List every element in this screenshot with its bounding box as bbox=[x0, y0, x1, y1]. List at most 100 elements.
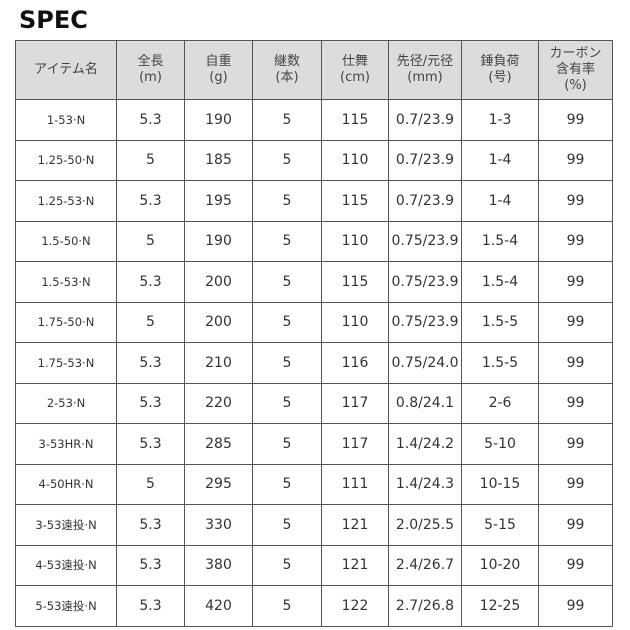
table-cell: 5 bbox=[252, 382, 322, 424]
table-row: 1.75-53·N 5.3 210 5 116 0.75/24.0 1.5-5 99 bbox=[15, 342, 613, 384]
table-cell: 190 bbox=[184, 220, 253, 262]
header-row: アイテム名 全長 (m) 自重 (g) 継数 (本) 仕舞 (cm) 先径/元径 (mm)… bbox=[15, 40, 613, 100]
table-cell: 110 bbox=[321, 301, 389, 343]
table-cell: 5 bbox=[252, 342, 322, 384]
table-cell: 1.5-5 bbox=[461, 342, 539, 384]
table-cell: 99 bbox=[538, 504, 613, 546]
table-cell: 115 bbox=[321, 99, 389, 141]
table-cell: 117 bbox=[321, 382, 389, 424]
table-cell: 2.0/25.5 bbox=[388, 504, 462, 546]
table-cell: 110 bbox=[321, 220, 389, 262]
spec-table: アイテム名 全長 (m) 自重 (g) 継数 (本) 仕舞 (cm) 先径/元径 (mm)… bbox=[15, 40, 613, 627]
table-row: 4-53遠投·N 5.3 380 5 121 2.4/26.7 10-20 99 bbox=[15, 544, 613, 586]
table-cell: 2-53·N bbox=[15, 382, 117, 424]
table-cell: 5.3 bbox=[116, 423, 185, 465]
table-cell: 12-25 bbox=[461, 585, 539, 627]
table-cell: 5.3 bbox=[116, 544, 185, 586]
table-cell: 295 bbox=[184, 463, 253, 505]
table-cell: 5 bbox=[116, 139, 185, 181]
table-cell: 99 bbox=[538, 342, 613, 384]
table-cell: 5 bbox=[252, 423, 322, 465]
column-header: 錘負荷 (号) bbox=[461, 40, 539, 100]
table-cell: 285 bbox=[184, 423, 253, 465]
table-cell: 111 bbox=[321, 463, 389, 505]
table-cell: 5-10 bbox=[461, 423, 539, 465]
table-cell: 4-53遠投·N bbox=[15, 544, 117, 586]
table-cell: 5 bbox=[252, 544, 322, 586]
table-cell: 2.4/26.7 bbox=[388, 544, 462, 586]
table-cell: 0.75/23.9 bbox=[388, 301, 462, 343]
table-cell: 200 bbox=[184, 261, 253, 303]
table-cell: 99 bbox=[538, 382, 613, 424]
table-cell: 121 bbox=[321, 504, 389, 546]
page-title: SPEC bbox=[19, 6, 88, 34]
table-cell: 10-15 bbox=[461, 463, 539, 505]
table-cell: 5.3 bbox=[116, 342, 185, 384]
table-row: 1.25-50·N 5 185 5 110 0.7/23.9 1-4 99 bbox=[15, 139, 613, 181]
table-cell: 1-4 bbox=[461, 139, 539, 181]
table-cell: 5 bbox=[252, 301, 322, 343]
table-cell: 1.25-53·N bbox=[15, 180, 117, 222]
table-row: 1-53·N 5.3 190 5 115 0.7/23.9 1-3 99 bbox=[15, 99, 613, 141]
table-cell: 99 bbox=[538, 261, 613, 303]
table-cell: 99 bbox=[538, 544, 613, 586]
table-cell: 210 bbox=[184, 342, 253, 384]
table-cell: 220 bbox=[184, 382, 253, 424]
column-header: 全長 (m) bbox=[116, 40, 185, 100]
table-cell: 0.75/23.9 bbox=[388, 220, 462, 262]
table-cell: 0.8/24.1 bbox=[388, 382, 462, 424]
table-cell: 1.75-53·N bbox=[15, 342, 117, 384]
table-cell: 1-4 bbox=[461, 180, 539, 222]
table-cell: 5.3 bbox=[116, 504, 185, 546]
table-cell: 5 bbox=[116, 301, 185, 343]
table-row: 1.5-50·N 5 190 5 110 0.75/23.9 1.5-4 99 bbox=[15, 220, 613, 262]
table-cell: 5 bbox=[116, 463, 185, 505]
table-cell: 420 bbox=[184, 585, 253, 627]
table-cell: 5.3 bbox=[116, 261, 185, 303]
table-cell: 1.25-50·N bbox=[15, 139, 117, 181]
table-cell: 380 bbox=[184, 544, 253, 586]
table-cell: 99 bbox=[538, 301, 613, 343]
table-cell: 0.7/23.9 bbox=[388, 139, 462, 181]
table-row: 4-50HR·N 5 295 5 111 1.4/24.3 10-15 99 bbox=[15, 463, 613, 505]
table-cell: 0.75/24.0 bbox=[388, 342, 462, 384]
table-cell: 1-53·N bbox=[15, 99, 117, 141]
table-cell: 99 bbox=[538, 463, 613, 505]
table-cell: 0.7/23.9 bbox=[388, 180, 462, 222]
table-cell: 110 bbox=[321, 139, 389, 181]
table-cell: 5-15 bbox=[461, 504, 539, 546]
table-cell: 5 bbox=[252, 261, 322, 303]
table-row: 1.5-53·N 5.3 200 5 115 0.75/23.9 1.5-4 99 bbox=[15, 261, 613, 303]
table-cell: 5.3 bbox=[116, 585, 185, 627]
table-cell: 185 bbox=[184, 139, 253, 181]
table-row: 1.75-50·N 5 200 5 110 0.75/23.9 1.5-5 99 bbox=[15, 301, 613, 343]
table-cell: 5 bbox=[252, 180, 322, 222]
table-cell: 1.5-5 bbox=[461, 301, 539, 343]
table-cell: 1-3 bbox=[461, 99, 539, 141]
table-cell: 115 bbox=[321, 261, 389, 303]
column-header: 継数 (本) bbox=[252, 40, 322, 100]
table-cell: 10-20 bbox=[461, 544, 539, 586]
table-row: 2-53·N 5.3 220 5 117 0.8/24.1 2-6 99 bbox=[15, 382, 613, 424]
table-cell: 99 bbox=[538, 423, 613, 465]
table-cell: 99 bbox=[538, 139, 613, 181]
table-cell: 115 bbox=[321, 180, 389, 222]
table-cell: 116 bbox=[321, 342, 389, 384]
table-row: 5-53遠投·N 5.3 420 5 122 2.7/26.8 12-25 99 bbox=[15, 585, 613, 627]
table-cell: 122 bbox=[321, 585, 389, 627]
column-header: 仕舞 (cm) bbox=[321, 40, 389, 100]
table-row: 3-53遠投·N 5.3 330 5 121 2.0/25.5 5-15 99 bbox=[15, 504, 613, 546]
table-cell: 3-53遠投·N bbox=[15, 504, 117, 546]
table-cell: 190 bbox=[184, 99, 253, 141]
table-cell: 1.4/24.3 bbox=[388, 463, 462, 505]
table-cell: 330 bbox=[184, 504, 253, 546]
table-row: 3-53HR·N 5.3 285 5 117 1.4/24.2 5-10 99 bbox=[15, 423, 613, 465]
table-cell: 99 bbox=[538, 220, 613, 262]
table-cell: 5 bbox=[252, 220, 322, 262]
table-cell: 1.5-4 bbox=[461, 220, 539, 262]
column-header: アイテム名 bbox=[15, 40, 117, 100]
table-cell: 5.3 bbox=[116, 180, 185, 222]
column-header: 自重 (g) bbox=[184, 40, 253, 100]
table-cell: 5.3 bbox=[116, 99, 185, 141]
table-row: 1.25-53·N 5.3 195 5 115 0.7/23.9 1-4 99 bbox=[15, 180, 613, 222]
